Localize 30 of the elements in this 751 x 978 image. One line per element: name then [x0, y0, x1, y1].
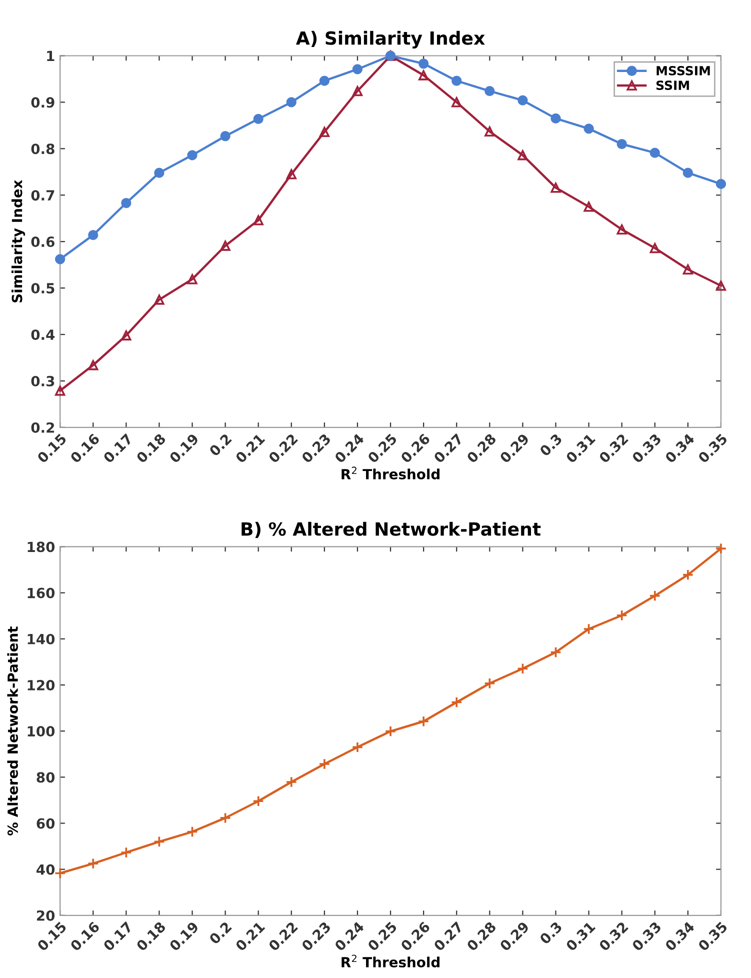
x-tick-label: 0.3 — [538, 921, 563, 945]
x-tick-label: 0.2 — [208, 921, 232, 945]
legend-label: MSSSIM — [656, 66, 710, 76]
x-tick-label: 0.2 — [208, 433, 232, 457]
y-axis-title: % Altered Network-Patient — [7, 626, 18, 836]
y-tick-label: 160 — [28, 588, 55, 598]
y-tick-label: 1 — [47, 50, 54, 62]
y-tick-label: 0.2 — [31, 422, 54, 433]
chart-title: B) % Altered Network-Patient — [242, 522, 541, 538]
y-tick-label: 60 — [36, 818, 55, 829]
x-axis-title: R$^{2}$ Threshold — [342, 466, 440, 480]
x-axis-title: R$^{2}$ Threshold — [342, 954, 440, 968]
x-tick-label: 0.3 — [538, 433, 563, 457]
y-tick-label: 0.3 — [31, 376, 54, 386]
y-tick-label: 20 — [36, 910, 55, 921]
chart-title: A) Similarity Index — [296, 30, 485, 49]
y-axis-title: Similarity Index — [12, 180, 26, 302]
y-tick-label: 0.5 — [31, 282, 54, 294]
y-tick-label: 80 — [36, 772, 55, 783]
y-tick-label: 0.9 — [31, 97, 54, 108]
legend-label: SSIM — [656, 80, 689, 90]
y-tick-label: 120 — [28, 680, 55, 690]
y-tick-label: 0.8 — [31, 144, 54, 154]
y-tick-label: 0.7 — [31, 190, 54, 201]
y-tick-label: 180 — [28, 542, 55, 552]
y-tick-label: 140 — [28, 634, 55, 644]
y-tick-label: 100 — [28, 726, 55, 737]
y-tick-label: 0.4 — [31, 329, 55, 340]
y-tick-label: 40 — [36, 864, 55, 875]
y-tick-label: 0.6 — [31, 236, 54, 248]
